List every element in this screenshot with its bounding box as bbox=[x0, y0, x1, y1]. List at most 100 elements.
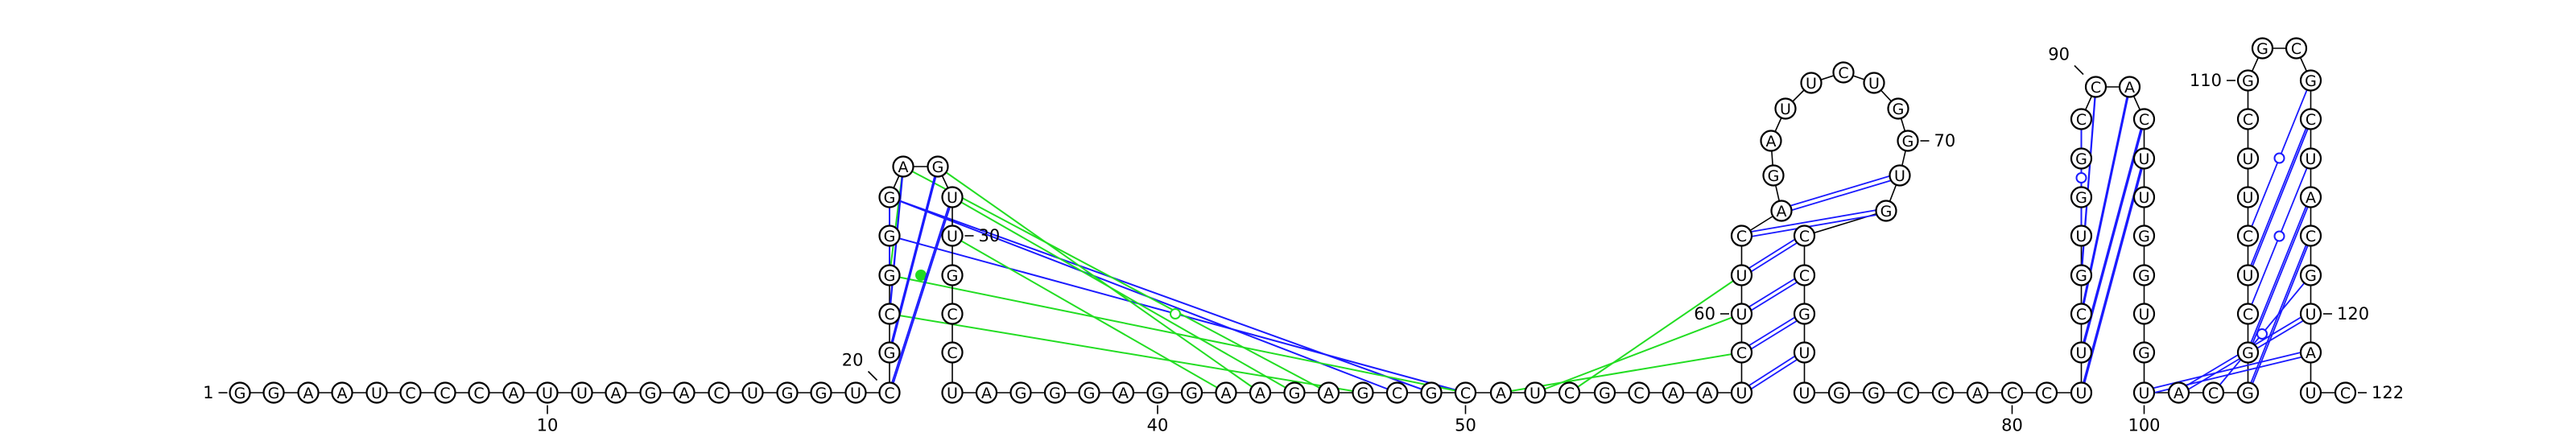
nucleotide-circle bbox=[1793, 341, 1816, 364]
nucleotide-circle bbox=[1897, 381, 1920, 404]
nucleotide: G bbox=[1146, 381, 1169, 404]
nucleotide: G bbox=[2236, 69, 2260, 92]
nucleotide-circle bbox=[2299, 69, 2322, 92]
nucleotide-circle bbox=[434, 381, 456, 404]
wc-pair-line bbox=[1741, 272, 1805, 312]
nucleotide-letter: G bbox=[2305, 72, 2317, 90]
nucleotide: C bbox=[2236, 108, 2260, 130]
nucleotide: U bbox=[2132, 186, 2156, 208]
nucleotide-letter: G bbox=[234, 385, 246, 402]
nucleotide-letter: U bbox=[2243, 150, 2254, 168]
nucleotide-letter: U bbox=[1806, 75, 1817, 93]
nucleotide-letter: U bbox=[1736, 385, 1748, 402]
nucleotide: C bbox=[2202, 381, 2225, 404]
nucleotide-circle bbox=[468, 381, 490, 404]
nucleotide: A bbox=[297, 381, 320, 404]
nucleotide: G bbox=[1043, 381, 1067, 404]
nucleotide: A bbox=[2299, 186, 2322, 208]
nucleotide: C bbox=[1558, 381, 1581, 404]
nucleotide-letter: G bbox=[2242, 385, 2254, 402]
nucleotide-circle bbox=[2132, 341, 2156, 364]
nucleotide-circle bbox=[2070, 381, 2093, 404]
nucleotide-letter: A bbox=[1255, 385, 1265, 402]
nucleotide: U bbox=[941, 381, 964, 404]
wc-pair-line bbox=[1741, 315, 1805, 356]
nucleotide-letter: C bbox=[713, 385, 724, 402]
wc-pair-line bbox=[1741, 277, 1805, 317]
nucleotide: A bbox=[673, 381, 696, 404]
number-label: 10 bbox=[537, 416, 559, 435]
nucleotide: C bbox=[1628, 381, 1650, 404]
nucleotide: U bbox=[1524, 381, 1546, 404]
nucleotide-letter: U bbox=[2243, 189, 2254, 207]
nucleotide-letter: U bbox=[1894, 167, 1905, 185]
nucleotide-letter: U bbox=[576, 385, 588, 402]
nucleotide: G bbox=[2070, 264, 2093, 286]
wc-pair-line bbox=[1741, 311, 1805, 351]
nucleotide-circle bbox=[1889, 164, 1911, 187]
nucleotide: G bbox=[776, 381, 799, 404]
nucleotide-circle bbox=[2236, 303, 2260, 325]
nucleotide: C bbox=[1793, 225, 1816, 247]
nucleotide-letter: A bbox=[1668, 385, 1678, 402]
nucleotide: G bbox=[1078, 381, 1100, 404]
nucleotide-letter: G bbox=[947, 267, 959, 285]
nucleotide: G bbox=[2251, 37, 2274, 60]
nucleotide-circle bbox=[2236, 69, 2260, 92]
pseudoknot-line bbox=[1568, 274, 1743, 393]
number-label: 60 bbox=[1694, 304, 1715, 323]
nucleotide: C bbox=[1385, 381, 1409, 404]
nucleotide: U bbox=[1793, 341, 1816, 364]
nucleotide-letter: U bbox=[850, 385, 861, 402]
nucleotide-circle bbox=[878, 225, 901, 247]
nucleotide: A bbox=[1770, 200, 1793, 222]
nucleotide-circle bbox=[2070, 264, 2093, 286]
nucleotide-letter: U bbox=[2139, 385, 2150, 402]
backbone-layer bbox=[240, 47, 2346, 393]
nucleotide-letter: A bbox=[611, 385, 621, 402]
nucleotide-letter: G bbox=[2075, 267, 2087, 285]
nucleotide-letter: A bbox=[981, 385, 992, 402]
nucleotide-circle bbox=[2070, 341, 2093, 364]
nucleotide: G bbox=[229, 381, 251, 404]
nucleotide-circle bbox=[1628, 381, 1650, 404]
nucleotide-circle bbox=[1112, 381, 1135, 404]
nucleotide-circle bbox=[776, 381, 799, 404]
nucleotide-circle bbox=[262, 381, 285, 404]
nucleotide: U bbox=[1730, 303, 1753, 325]
nucleotide-circle bbox=[2299, 225, 2322, 247]
nucleotide: G bbox=[1875, 200, 1897, 222]
nucleotide: C bbox=[468, 381, 490, 404]
nucleotide: G bbox=[2299, 264, 2322, 286]
nucleotide-circle bbox=[975, 381, 998, 404]
nucleotide: C bbox=[1454, 381, 1477, 404]
nucleotide-circle bbox=[2035, 381, 2058, 404]
nucleotide-circle bbox=[2334, 381, 2357, 404]
nucleotide: C bbox=[941, 303, 964, 325]
nucleotide-circle bbox=[878, 381, 901, 404]
nucleotide-circle bbox=[605, 381, 627, 404]
nucleotide: G bbox=[878, 225, 901, 247]
nucleotide: G bbox=[1862, 381, 1885, 404]
nucleotide-letter: U bbox=[1780, 101, 1791, 118]
nucleotide: C bbox=[708, 381, 730, 404]
nucleotide-circle bbox=[1283, 381, 1306, 404]
nucleotide: C bbox=[2132, 108, 2156, 130]
nucleotide-circle bbox=[810, 381, 832, 404]
nucleotide: G bbox=[1420, 381, 1443, 404]
wc-pair-line bbox=[2247, 194, 2312, 351]
nucleotide: C bbox=[2070, 303, 2093, 325]
nucleotide-letter: U bbox=[371, 385, 382, 402]
nucleotide-letter: G bbox=[1798, 306, 1810, 323]
nucleotide-circle bbox=[2167, 381, 2190, 404]
nucleotide-letter: G bbox=[782, 385, 794, 402]
nucleotide-circle bbox=[878, 186, 901, 208]
nucleotide: U bbox=[1889, 164, 1911, 187]
nucleotide-circle bbox=[1385, 381, 1409, 404]
nucleotide: C bbox=[1730, 341, 1753, 364]
nucleotide-circle bbox=[2202, 381, 2225, 404]
nucleotide-letter: G bbox=[815, 385, 828, 402]
base-pair-layer bbox=[889, 80, 2312, 396]
nucleotide-circle bbox=[878, 264, 901, 286]
nucleotide-circle bbox=[2236, 381, 2260, 404]
